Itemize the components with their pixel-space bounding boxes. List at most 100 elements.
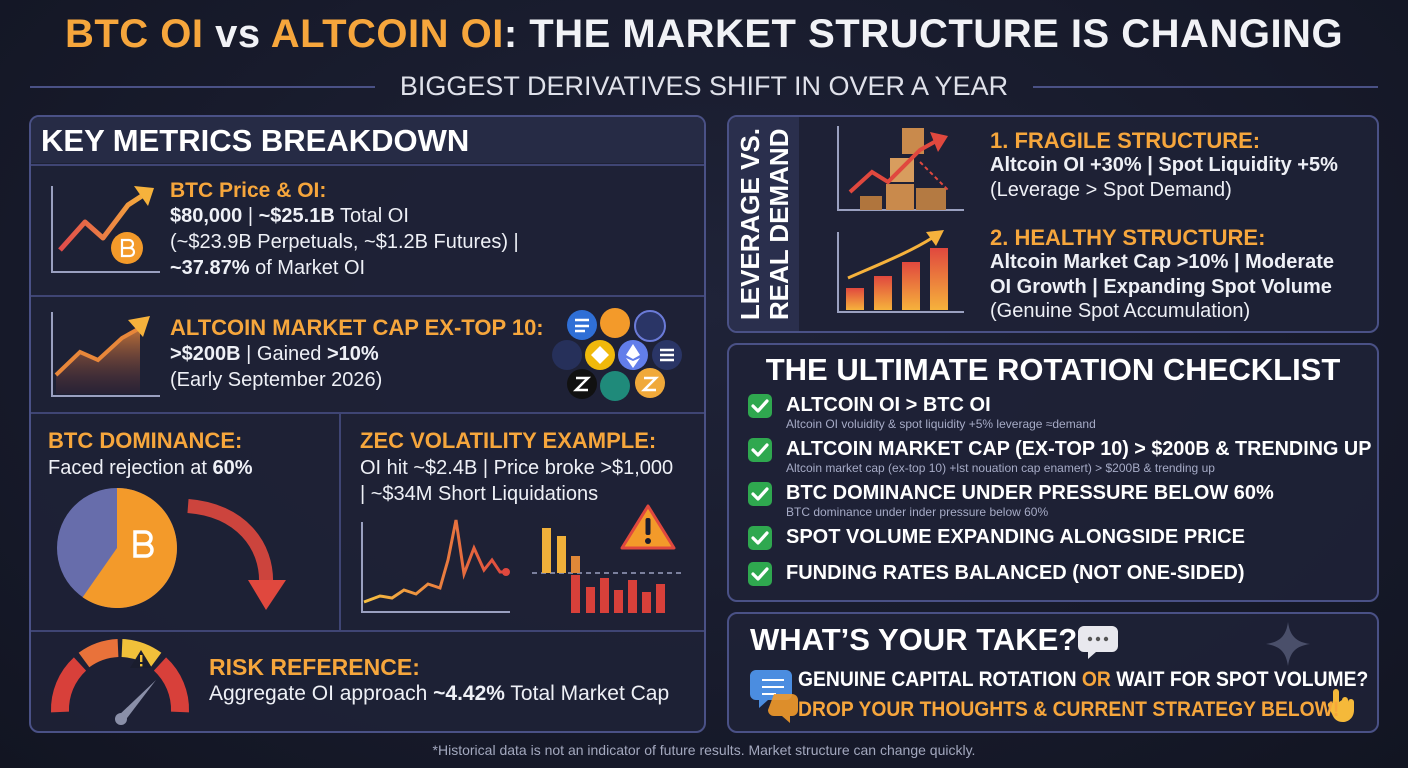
divider xyxy=(31,164,704,166)
text-run: OI Growth | Expanding Spot Volume xyxy=(990,275,1332,298)
text-line: | ~$34M Short Liquidations xyxy=(360,481,673,507)
text-line: OI Growth | Expanding Spot Volume xyxy=(990,275,1334,300)
text-line: ~37.87% of Market OI xyxy=(170,255,519,281)
text-run: Altcoin OI +30% | Spot Liquidity +5% xyxy=(990,154,1338,176)
text-line: OI hit ~$2.4B | Price broke >$1,000 xyxy=(360,455,673,481)
section-heading: BTC Price & OI: xyxy=(170,179,327,202)
text-run: 60% xyxy=(212,457,253,479)
text-run: BTC OI xyxy=(64,12,204,56)
check-box xyxy=(748,394,772,418)
text-line: Faced rejection at 60% xyxy=(48,455,253,481)
divider xyxy=(31,295,704,297)
rule xyxy=(30,86,375,88)
text-run: OR xyxy=(1076,668,1117,691)
text-line: (Early September 2026) xyxy=(170,367,382,393)
text-run: (Early September 2026) xyxy=(170,369,383,391)
text-run: DROP YOUR THOUGHTS & CURRENT STRATEGY BE… xyxy=(798,698,1340,721)
section-text: >$200B | Gained >10% (Early September 202… xyxy=(170,341,382,393)
text-run: OI hit ~$2.4B | Price broke >$1,000 xyxy=(360,457,674,479)
side-label-line: LEVERAGE VS. xyxy=(735,127,765,321)
check-path xyxy=(751,443,769,457)
check-text: ALTCOIN OI > BTC OI xyxy=(786,394,991,416)
checklist-panel xyxy=(727,343,1379,602)
section-text: $80,000 | ~$25.1B Total OI (~$23.9B Perpe… xyxy=(170,203,519,281)
section-text: OI hit ~$2.4B | Price broke >$1,000 | ~$3… xyxy=(360,455,673,507)
text-run: ~37.87% xyxy=(170,257,250,279)
text-line: Altcoin Market Cap >10% | Moderate xyxy=(990,250,1334,275)
check-text: BTC DOMINANCE UNDER PRESSURE BELOW 60% xyxy=(786,482,1274,504)
text-run: vs xyxy=(203,12,271,56)
text-run: (Leverage > Spot Demand) xyxy=(990,178,1232,201)
check-mark xyxy=(751,531,769,545)
check-subtext: BTC dominance under inder pressure below… xyxy=(786,505,1049,519)
divider xyxy=(31,630,704,632)
text-run: | Gained xyxy=(240,343,327,365)
check-box xyxy=(748,562,772,586)
text-line: GENUINE CAPITAL ROTATION OR WAIT FOR SPO… xyxy=(798,665,1368,695)
text-line: DROP YOUR THOUGHTS & CURRENT STRATEGY BE… xyxy=(798,695,1368,725)
text-run: (Genuine Spot Accumulation) xyxy=(990,300,1251,322)
side-label-text: LEVERAGE VS. REAL DEMAND xyxy=(735,127,794,321)
section-heading: ALTCOIN MARKET CAP EX-TOP 10: xyxy=(170,315,544,340)
check-path xyxy=(751,567,769,581)
take-text: GENUINE CAPITAL ROTATION OR WAIT FOR SPO… xyxy=(798,665,1368,725)
text-run: | ~$34M Short Liquidations xyxy=(360,483,599,505)
text-run: >10% xyxy=(326,343,379,365)
section-heading: RISK REFERENCE: xyxy=(209,654,420,680)
check-subtext: Altcoin market cap (ex-top 10) +lst noua… xyxy=(786,461,1215,475)
panel-title: KEY METRICS BREAKDOWN xyxy=(41,123,470,158)
text-line: $80,000 | ~$25.1B Total OI xyxy=(170,203,519,229)
check-text: SPOT VOLUME EXPANDING ALONGSIDE PRICE xyxy=(786,526,1245,548)
text-line: >$200B | Gained >10% xyxy=(170,341,382,367)
divider xyxy=(31,412,704,414)
text-run: : THE MARKET STRUCTURE IS CHANGING xyxy=(503,12,1344,56)
text-line: (Leverage > Spot Demand) xyxy=(990,178,1338,203)
check-mark xyxy=(751,487,769,501)
item-text: Altcoin Market Cap >10% | Moderate OI Gro… xyxy=(990,250,1334,324)
text-run: Altcoin Market Cap >10% | Moderate xyxy=(990,251,1335,273)
rule xyxy=(1033,86,1378,88)
item-heading: 2. HEALTHY STRUCTURE: xyxy=(990,225,1266,250)
side-label-line: REAL DEMAND xyxy=(764,128,794,320)
title-inner: BTC OI vs ALTCOIN OI: THE MARKET STRUCTU… xyxy=(65,12,1343,57)
text-run: Total OI xyxy=(334,205,409,227)
panel-header-band xyxy=(31,117,704,163)
check-mark xyxy=(751,443,769,457)
side-band xyxy=(729,117,799,331)
divider xyxy=(339,414,341,630)
text-run: of Market OI xyxy=(249,257,366,279)
text-run: Total Market Cap xyxy=(504,682,670,705)
text-run: $80,000 xyxy=(170,205,243,227)
section-text: Faced rejection at 60% xyxy=(48,455,253,481)
page-subtitle: BIGGEST DERIVATIVES SHIFT IN OVER A YEAR xyxy=(399,71,1009,101)
check-path xyxy=(751,487,769,501)
text-line: Aggregate OI approach ~4.42% Total Marke… xyxy=(209,681,669,707)
check-box xyxy=(748,526,772,550)
panel-title: THE ULTIMATE ROTATION CHECKLIST xyxy=(765,352,1341,387)
section-text: Aggregate OI approach ~4.42% Total Marke… xyxy=(209,681,669,707)
check-box xyxy=(748,438,772,462)
item-text: Altcoin OI +30% | Spot Liquidity +5% (Lev… xyxy=(990,153,1338,202)
text-run: GENUINE CAPITAL ROTATION xyxy=(798,668,1077,691)
page-title: BTC OI vs ALTCOIN OI: THE MARKET STRUCTU… xyxy=(0,12,1408,57)
section-heading: ZEC VOLATILITY EXAMPLE: xyxy=(360,428,657,453)
text-line: (~$23.9B Perpetuals, ~$1.2B Futures) | xyxy=(170,229,519,255)
text-run: WAIT FOR SPOT VOLUME? xyxy=(1116,668,1369,691)
check-mark xyxy=(751,567,769,581)
check-path xyxy=(751,531,769,545)
leverage-panel xyxy=(727,115,1379,333)
text-run: ~$25.1B xyxy=(258,205,335,227)
text-run: | xyxy=(242,205,259,227)
check-text: FUNDING RATES BALANCED (NOT ONE-SIDED) xyxy=(786,562,1245,584)
check-box xyxy=(748,482,772,506)
section-heading: BTC DOMINANCE: xyxy=(48,428,243,453)
text-run: Faced rejection at xyxy=(48,457,213,479)
text-run: >$200B xyxy=(170,343,241,365)
text-run: (~$23.9B Perpetuals, ~$1.2B Futures) | xyxy=(170,231,519,253)
check-path xyxy=(751,399,769,413)
text-run: ~4.42% xyxy=(433,682,505,705)
text-run: ALTCOIN OI xyxy=(270,12,504,56)
text-line: (Genuine Spot Accumulation) xyxy=(990,299,1334,324)
text-run: Aggregate OI approach xyxy=(209,682,434,705)
